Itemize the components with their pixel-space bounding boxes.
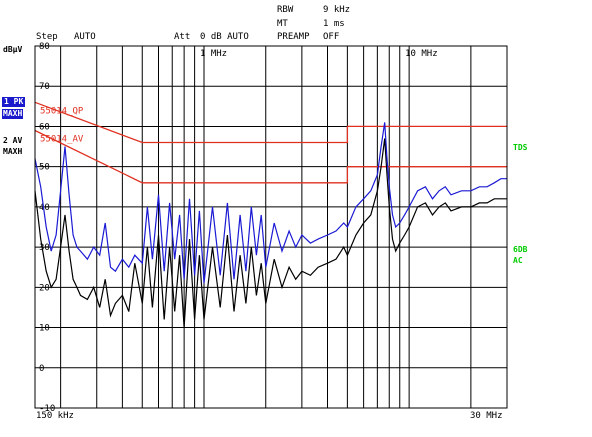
y-tick-label: 20: [39, 283, 50, 293]
att-value: 0 dB AUTO: [200, 32, 249, 42]
trace2-mode[interactable]: MAXH: [3, 147, 23, 156]
trace-pk-line: [34, 122, 507, 284]
side-label-6db: 6DB: [513, 245, 528, 254]
rbw-label: RBW: [277, 5, 294, 15]
trace1-number-box[interactable]: 1 PK: [2, 97, 26, 107]
x-tick-label: 10 MHz: [405, 49, 438, 59]
y-tick-labels: 80 70 60 50 40 30 20 10 0 -10: [39, 42, 55, 414]
side-label-ac: AC: [513, 256, 523, 265]
y-unit-label: dBµV: [3, 45, 23, 54]
trace2-number[interactable]: 2 AV: [3, 136, 23, 145]
mt-value: 1 ms: [323, 19, 345, 29]
limit-line: [34, 101, 507, 144]
trace1-mode-box[interactable]: MAXH: [2, 109, 24, 119]
limit-line-label: 55014_AV: [40, 134, 84, 144]
limit-lines: 55014_QP 55014_AV: [34, 101, 507, 184]
y-tick-label: 30: [39, 243, 50, 253]
rbw-value: 9 kHz: [323, 5, 351, 15]
x-stop-label: 30 MHz: [470, 411, 503, 421]
y-tick-label: 70: [39, 82, 50, 92]
plot-frame: [34, 45, 508, 409]
step-label: Step: [36, 32, 58, 42]
limit-line: [34, 129, 507, 184]
y-tick-label: -10: [39, 404, 55, 414]
preamp-value: OFF: [323, 32, 340, 42]
trace-av-line: [34, 138, 507, 328]
y-tick-label: 50: [39, 163, 50, 173]
y-tick-label: 10: [39, 324, 50, 334]
y-tick-label: 40: [39, 203, 50, 213]
att-label: Att: [174, 32, 191, 42]
limit-line-label: 55014_QP: [40, 106, 84, 116]
step-value: AUTO: [74, 32, 96, 42]
x-start-label: 150 kHz: [36, 411, 74, 421]
mt-label: MT: [277, 19, 288, 29]
traces: [34, 122, 507, 328]
preamp-label: PREAMP: [277, 32, 310, 42]
y-tick-label: 60: [39, 122, 50, 132]
x-tick-labels: 1 MHz 10 MHz: [200, 49, 438, 59]
y-tick-label: 80: [39, 42, 50, 52]
x-tick-label: 1 MHz: [200, 49, 227, 59]
side-label-tds: TDS: [513, 143, 528, 152]
y-tick-label: 0: [39, 364, 44, 374]
